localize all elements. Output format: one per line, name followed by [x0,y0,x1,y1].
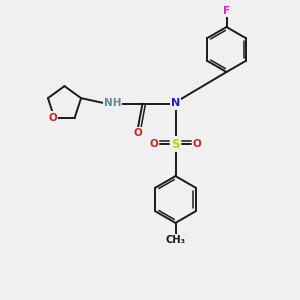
Text: O: O [149,139,158,149]
Text: O: O [193,139,202,149]
Text: O: O [48,112,57,123]
Text: F: F [223,5,230,16]
Text: NH: NH [104,98,121,109]
Text: O: O [134,128,142,138]
Text: S: S [171,137,180,151]
Text: N: N [171,98,180,109]
Text: CH₃: CH₃ [166,235,185,245]
